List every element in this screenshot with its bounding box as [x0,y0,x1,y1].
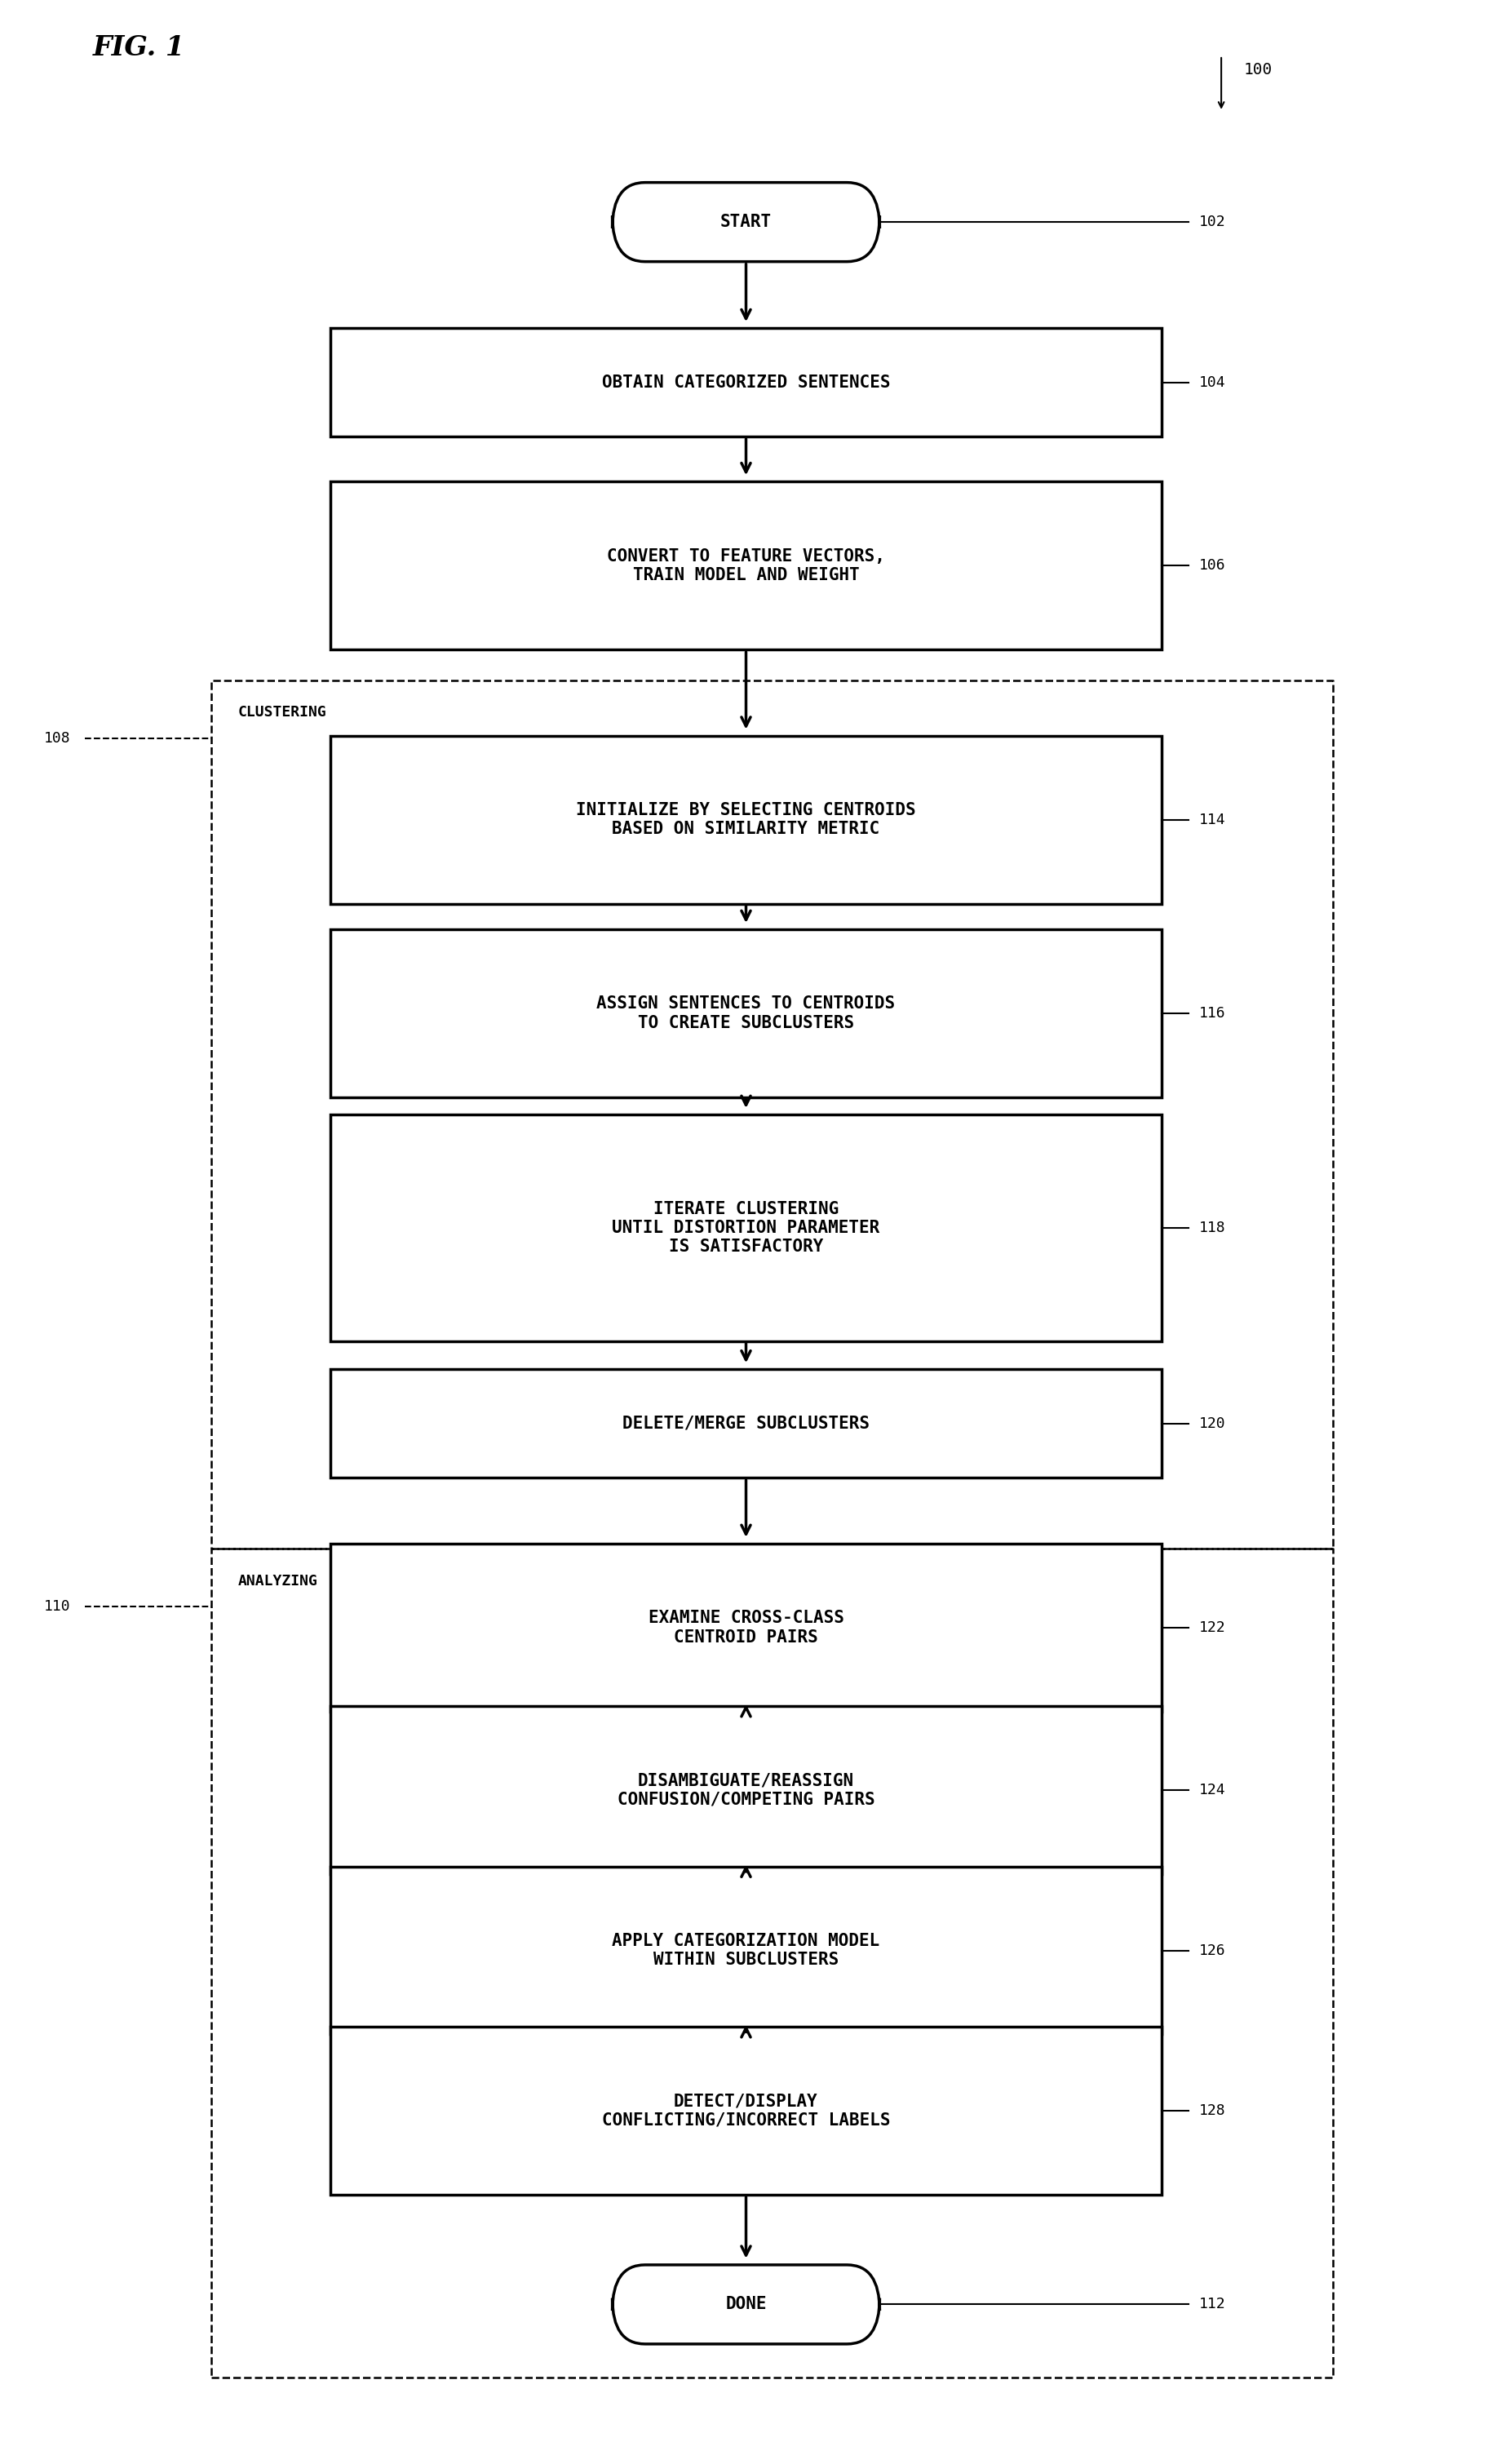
Bar [330,483,1162,650]
Text: 126: 126 [1200,1944,1225,1959]
Text: CLUSTERING: CLUSTERING [239,705,327,719]
Text: CONVERT TO FEATURE VECTORS,
TRAIN MODEL AND WEIGHT: CONVERT TO FEATURE VECTORS, TRAIN MODEL … [607,547,885,584]
Text: FIG. 1: FIG. 1 [93,34,185,62]
Bar [330,1868,1162,2035]
Bar [330,929,1162,1096]
Text: ITERATE CLUSTERING
UNTIL DISTORTION PARAMETER
IS SATISFACTORY: ITERATE CLUSTERING UNTIL DISTORTION PARA… [612,1200,880,1254]
Text: 118: 118 [1200,1220,1225,1234]
Bar [330,1545,1162,1712]
Text: 116: 116 [1200,1005,1225,1020]
Text: EXAMINE CROSS-CLASS
CENTROID PAIRS: EXAMINE CROSS-CLASS CENTROID PAIRS [648,1609,844,1646]
Text: DONE: DONE [725,2296,767,2314]
FancyBboxPatch shape [612,2264,880,2343]
Text: 110: 110 [43,1599,70,1614]
Text: 128: 128 [1200,2104,1225,2119]
Text: 114: 114 [1200,813,1225,828]
Text: APPLY CATEGORIZATION MODEL
WITHIN SUBCLUSTERS: APPLY CATEGORIZATION MODEL WITHIN SUBCLU… [612,1932,880,1969]
Text: 124: 124 [1200,1784,1225,1796]
Text: OBTAIN CATEGORIZED SENTENCES: OBTAIN CATEGORIZED SENTENCES [601,375,891,392]
Text: 108: 108 [43,732,70,747]
FancyBboxPatch shape [612,182,880,261]
Bar [330,737,1162,904]
Text: 120: 120 [1200,1417,1225,1432]
Bar [330,328,1162,436]
Text: 102: 102 [1200,214,1225,229]
Text: 112: 112 [1200,2296,1225,2311]
Text: ANALYZING: ANALYZING [239,1574,318,1589]
Text: ASSIGN SENTENCES TO CENTROIDS
TO CREATE SUBCLUSTERS: ASSIGN SENTENCES TO CENTROIDS TO CREATE … [597,995,895,1030]
Bar [330,1370,1162,1478]
Bar [330,1114,1162,1340]
Text: 122: 122 [1200,1621,1225,1636]
Text: DELETE/MERGE SUBCLUSTERS: DELETE/MERGE SUBCLUSTERS [622,1414,870,1432]
Text: DISAMBIGUATE/REASSIGN
CONFUSION/COMPETING PAIRS: DISAMBIGUATE/REASSIGN CONFUSION/COMPETIN… [618,1772,874,1809]
Text: 104: 104 [1200,375,1225,389]
Text: 106: 106 [1200,559,1225,574]
Bar [330,2028,1162,2195]
Text: START: START [721,214,771,229]
Text: INITIALIZE BY SELECTING CENTROIDS
BASED ON SIMILARITY METRIC: INITIALIZE BY SELECTING CENTROIDS BASED … [576,803,916,838]
Bar [330,1705,1162,1875]
Text: 100: 100 [1243,62,1273,76]
Text: DETECT/DISPLAY
CONFLICTING/INCORRECT LABELS: DETECT/DISPLAY CONFLICTING/INCORRECT LAB… [601,2092,891,2129]
